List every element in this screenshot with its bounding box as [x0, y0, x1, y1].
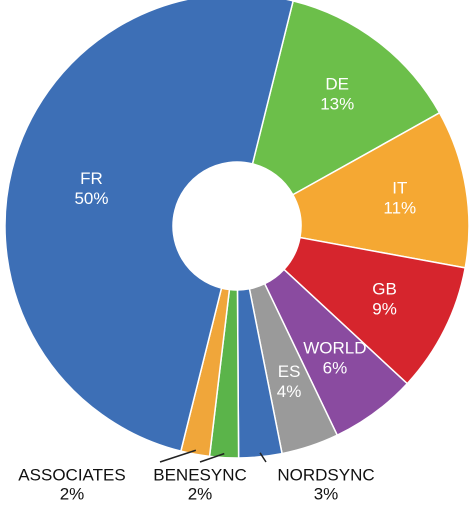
slice-value: 2%: [188, 484, 213, 503]
slice-value: 9%: [372, 299, 397, 318]
slice: [282, 236, 467, 385]
slice: [251, 0, 441, 196]
leader-line: [259, 452, 267, 463]
slice-label: IT: [392, 179, 407, 198]
slice: [4, 0, 295, 453]
slice-value: 4%: [277, 382, 302, 401]
slice-label: ES: [278, 362, 301, 381]
slice-label: WORLD: [303, 338, 366, 357]
leader-line: [159, 449, 197, 463]
slice-value: 50%: [74, 189, 108, 208]
slice-label: ASSOCIATES: [18, 465, 125, 484]
leader-line: [199, 452, 225, 463]
slice-label: NORDSYNC: [277, 465, 374, 484]
slice-value: 2%: [60, 484, 85, 503]
slice-value: 3%: [314, 484, 339, 503]
slice-value: 11%: [383, 199, 416, 218]
slice: [291, 111, 470, 269]
slice-label: FR: [80, 169, 103, 188]
slice-value: 13%: [320, 94, 354, 113]
slice-label: GB: [372, 279, 397, 298]
slice-label: DE: [325, 74, 349, 93]
slice-value: 6%: [323, 358, 348, 377]
slice-label: BENESYNC: [153, 465, 247, 484]
